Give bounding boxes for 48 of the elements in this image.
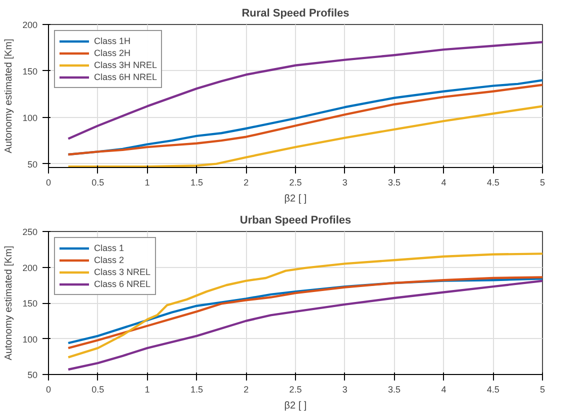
x-tick-label: 0.5 <box>92 384 104 394</box>
x-tick-label: 5 <box>540 178 546 188</box>
legend-label: Class 2 <box>94 254 124 266</box>
chart-title: Urban Speed Profiles <box>240 214 352 226</box>
x-axis-title: β2 [ ] <box>284 400 307 412</box>
y-axis-title: Autonomy estimated [Km] <box>3 246 14 360</box>
x-tick-label: 1.5 <box>190 178 203 188</box>
x-tick-label: 0 <box>46 384 52 394</box>
x-tick-label: 3.5 <box>388 384 401 394</box>
y-tick-label: 250 <box>22 227 38 237</box>
legend-label: Class 3 NREL <box>94 266 151 278</box>
x-tick-label: 1.5 <box>190 384 203 394</box>
x-tick-label: 4 <box>441 384 446 394</box>
x-tick-label: 4 <box>441 178 446 188</box>
x-tick-label: 3 <box>342 384 348 394</box>
line-series <box>67 105 542 168</box>
x-tick-label: 3 <box>342 178 348 188</box>
y-tick-label: 50 <box>27 159 38 170</box>
x-tick-label: 3.5 <box>388 178 401 188</box>
line-series <box>67 280 542 371</box>
y-tick-label: 150 <box>22 298 38 308</box>
y-tick-label: 200 <box>22 20 38 30</box>
y-tick-label: 150 <box>22 66 38 76</box>
legend-label: Class 6 NREL <box>94 278 151 290</box>
line-series <box>67 252 542 358</box>
x-tick-label: 0 <box>46 178 52 188</box>
y-tick-label: 200 <box>22 262 38 273</box>
legend-label: Class 6H NREL <box>94 71 158 83</box>
x-tick-label: 4.5 <box>486 384 500 394</box>
y-tick-label: 50 <box>27 370 38 380</box>
x-tick-label: 0.5 <box>92 178 104 188</box>
x-tick-label: 2 <box>244 384 249 394</box>
x-tick-label: 2 <box>244 178 249 188</box>
y-tick-label: 100 <box>22 334 38 344</box>
y-tick-label: 100 <box>22 112 38 123</box>
legend-label: Class 3H NREL <box>94 59 158 71</box>
x-tick-label: 2.5 <box>289 178 302 188</box>
y-axis-title: Autonomy estimated [Km] <box>3 38 14 154</box>
x-tick-label: 1 <box>144 384 150 394</box>
chart-title: Rural Speed Profiles <box>242 8 350 20</box>
x-tick-label: 4.5 <box>486 178 500 188</box>
legend-label: Class 1 <box>94 242 124 254</box>
legend-label: Class 1H <box>94 35 131 47</box>
x-tick-label: 2.5 <box>289 384 302 394</box>
x-tick-label: 1 <box>144 178 150 188</box>
x-tick-label: 5 <box>540 384 546 394</box>
legend-label: Class 2H <box>94 47 131 59</box>
x-axis-title: β2 [ ] <box>284 194 307 204</box>
